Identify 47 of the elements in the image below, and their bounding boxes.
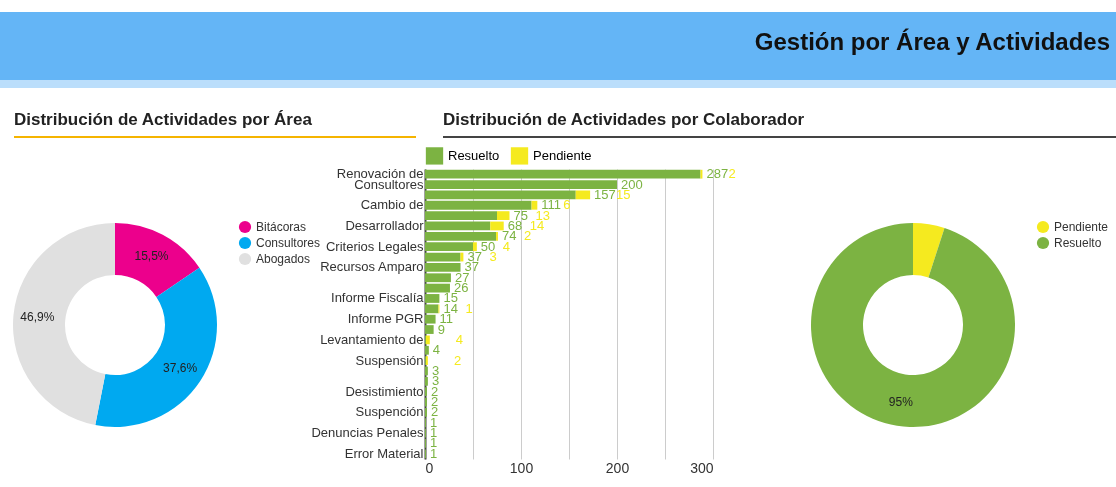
donut-slice: [13, 223, 115, 426]
data-label: 37,6%: [163, 361, 198, 376]
y-tick-label: Informe PGR: [347, 311, 424, 327]
donut-slice: [811, 223, 1015, 427]
legend-label: Abogados: [256, 252, 311, 266]
legend-label: Resuelto: [1054, 236, 1102, 250]
data-label: 4: [455, 331, 464, 347]
data-label: 2: [453, 352, 462, 368]
data-label: 2: [523, 228, 532, 244]
data-label: 3: [431, 362, 440, 378]
y-tick-label: Cambio de: [360, 197, 424, 213]
y-tick-label: Denuncias Penales: [311, 425, 424, 441]
data-label: 157: [594, 186, 616, 202]
legend-label: Pendiente: [1054, 220, 1109, 234]
y-tick-label: Levantamiento de: [320, 331, 424, 347]
y-tick-label: Criterios Legales: [325, 238, 424, 254]
chart-title: Distribución de Actividades por Área: [14, 110, 416, 138]
data-label: 26: [453, 280, 469, 296]
x-tick-label: 200: [605, 459, 630, 476]
x-tick-label: 100: [509, 459, 534, 476]
legend-label: Resuelto: [448, 147, 500, 163]
y-tick-label: Suspención: [355, 404, 424, 420]
donut-slice: [913, 223, 945, 278]
data-label: 1: [465, 300, 473, 316]
legend-label: Bitácoras: [256, 220, 307, 234]
donut-slice: [95, 267, 217, 427]
y-tick-label: Desarrollador: [345, 217, 425, 233]
y-tick-label: Suspensión: [355, 352, 424, 368]
data-label: 3: [489, 249, 497, 265]
data-label: 4: [432, 342, 441, 358]
y-tick-label: Recursos Amparo: [320, 259, 424, 275]
data-label: 95%: [888, 395, 914, 410]
x-tick-label: 300: [690, 459, 714, 476]
x-tick-label: 0: [425, 459, 434, 476]
text: Gestión por Área y Actividades: [754, 28, 1110, 56]
y-tick-label: Error Material: [344, 445, 424, 461]
data-label: 287: [706, 166, 729, 182]
data-label: 46,9%: [20, 310, 55, 325]
data-label: 6: [563, 197, 571, 213]
chart-title: Distribución de Actividades por Colaborador: [443, 110, 1116, 138]
legend-label: Pendiente: [533, 147, 592, 163]
y-tick-label: Informe Fiscalía: [331, 290, 425, 306]
data-label: 2: [728, 166, 736, 182]
donut-slice: [115, 223, 200, 297]
legend-label: Consultores: [256, 236, 321, 250]
y-tick-label: Desistimiento: [345, 383, 424, 399]
data-label: 15,5%: [134, 249, 169, 264]
